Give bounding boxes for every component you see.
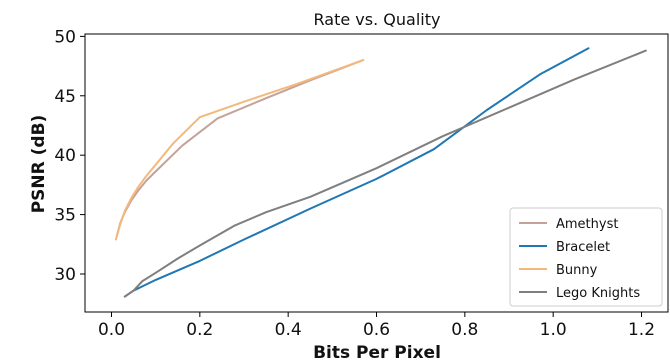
legend-box [509, 207, 663, 307]
x-tick-label: 0.6 [363, 320, 390, 340]
series-line-lego-knights [123, 49, 647, 298]
plot-area: 0.0 0.2 0.4 0.6 0.8 1.0 1.2 30 35 40 45 50 [54, 27, 669, 340]
legend-label-lego-knights: Lego Knights [556, 286, 640, 301]
x-tick-label: 0.4 [275, 320, 302, 340]
y-tick-label: 45 [54, 87, 76, 107]
chart-title: Rate vs. Quality [314, 10, 441, 29]
legend-label-bracelet: Bracelet [556, 240, 610, 255]
y-tick-label: 30 [54, 265, 76, 285]
x-tick-label: 0.2 [186, 320, 213, 340]
series-line-bracelet [123, 47, 590, 298]
legend-label-amethyst: Amethyst [556, 217, 618, 232]
series-line-amethyst [115, 59, 365, 237]
y-tick-label: 40 [54, 146, 76, 166]
x-tick-label: 1.2 [628, 320, 655, 340]
x-axis-title: Bits Per Pixel [313, 343, 441, 363]
x-tick-label: 0.8 [451, 320, 478, 340]
y-tick-label: 50 [54, 27, 76, 47]
x-tick-label: 0.0 [98, 320, 125, 340]
legend-label-bunny: Bunny [556, 263, 598, 278]
series-line-bunny [114, 59, 365, 241]
y-tick-label: 35 [54, 206, 76, 226]
x-tick-label: 1.0 [540, 320, 567, 340]
legend: Amethyst Bracelet Bunny Lego Knights [509, 207, 663, 307]
y-axis-title: PSNR (dB) [29, 115, 49, 214]
